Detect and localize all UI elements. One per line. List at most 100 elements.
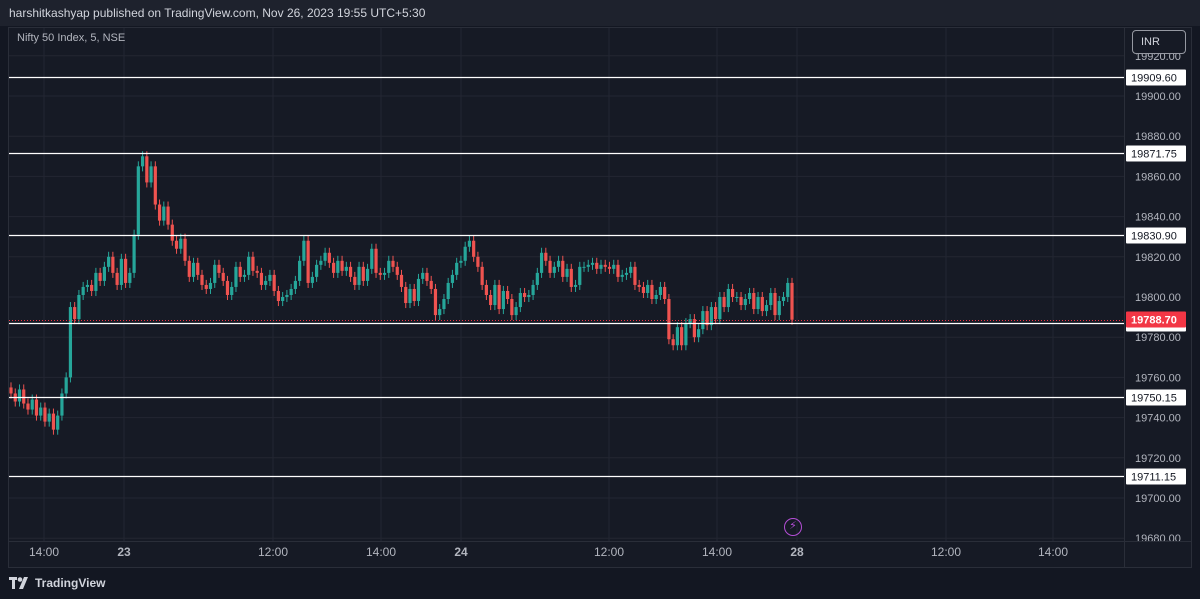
candle-body: [344, 266, 348, 271]
candle-body: [153, 166, 157, 205]
candle-body: [433, 288, 438, 316]
candle-body: [115, 272, 119, 285]
candle-body: [81, 286, 85, 295]
lightning-icon[interactable]: ⚡: [784, 518, 802, 536]
candle-body: [336, 260, 340, 273]
candle-body: [187, 260, 191, 277]
candle-body: [675, 327, 679, 346]
candle-body: [556, 260, 561, 267]
candle-body: [489, 294, 493, 306]
candle-body: [590, 262, 595, 265]
candle-body: [463, 246, 467, 261]
candle-body: [22, 389, 26, 404]
candle-body: [764, 305, 769, 312]
candle-body: [68, 307, 73, 378]
candle-body: [777, 301, 781, 316]
candle-body: [319, 260, 323, 265]
candle-body: [43, 407, 47, 422]
candle-body: [633, 266, 637, 285]
candle-body: [650, 284, 654, 300]
candle-body: [514, 307, 518, 316]
price-tag: [1126, 468, 1186, 485]
candle-body: [136, 166, 140, 235]
candle-body: [620, 274, 624, 277]
candle-body: [315, 264, 319, 277]
candle-body: [459, 260, 463, 263]
y-axis-tick-label: 19840.00: [1135, 212, 1181, 224]
candle-body: [773, 292, 777, 316]
candle-body: [752, 292, 756, 310]
candle-body: [667, 299, 671, 340]
candle-body: [378, 272, 382, 275]
candle-body: [697, 329, 701, 338]
candle-body: [688, 319, 692, 324]
brand-name: TradingView: [35, 576, 106, 590]
candle-body: [217, 264, 221, 273]
candle-body: [527, 294, 531, 297]
x-axis-tick-label: 14:00: [702, 545, 732, 559]
candle-body: [599, 264, 603, 269]
candle-body: [361, 266, 365, 281]
candle-body: [183, 238, 187, 261]
candle-body: [124, 258, 128, 283]
y-axis-tick-label: 19720.00: [1135, 453, 1181, 465]
candle-body: [438, 309, 442, 316]
price-tag-label: 19711.15: [1131, 472, 1176, 484]
candle-body: [713, 307, 718, 320]
publish-text: harshitkashyap published on TradingView.…: [9, 6, 426, 20]
price-chart[interactable]: 19920.0019900.0019880.0019860.0019840.00…: [0, 0, 1200, 568]
candle-body: [196, 262, 200, 275]
candle-body: [442, 299, 446, 310]
x-axis-tick-label: 23: [117, 545, 131, 559]
candle-body: [539, 252, 544, 273]
candle-body: [730, 288, 735, 297]
y-axis-tick-label: 19880.00: [1135, 131, 1181, 143]
candle-body: [739, 297, 743, 306]
candle-body: [616, 264, 620, 277]
candle-body: [480, 266, 484, 285]
candle-body: [238, 266, 242, 277]
candle-body: [259, 272, 264, 285]
candle-body: [340, 260, 344, 271]
candle-body: [446, 282, 450, 300]
candle-body: [641, 286, 646, 293]
y-axis-tick-label: 19680.00: [1135, 533, 1181, 545]
candle-body: [476, 256, 480, 267]
candle-body: [522, 292, 527, 297]
candle-body: [140, 156, 145, 167]
candle-body: [162, 206, 166, 221]
candle-body: [450, 274, 455, 283]
candle-body: [569, 268, 573, 287]
candle-body: [331, 262, 336, 273]
candle-body: [170, 224, 174, 241]
candle-body: [399, 274, 404, 287]
y-axis-tick-label: 19760.00: [1135, 372, 1181, 384]
candle-body: [548, 260, 552, 273]
candle-body: [119, 258, 123, 285]
candle-body: [132, 234, 136, 273]
candle-body: [281, 297, 285, 302]
candle-body: [518, 292, 522, 308]
candle-body: [268, 274, 272, 281]
candle-body: [174, 240, 179, 249]
candle-body: [276, 290, 281, 302]
candle-body: [680, 327, 684, 346]
y-axis-tick-label: 19860.00: [1135, 171, 1181, 183]
publish-header: harshitkashyap published on TradingView.…: [0, 0, 1200, 26]
tradingview-brand[interactable]: TradingView: [9, 575, 105, 591]
candle-body: [157, 204, 162, 221]
candle-body: [472, 240, 476, 257]
candle-body: [531, 284, 535, 295]
currency-button[interactable]: INR: [1132, 30, 1186, 54]
y-axis-tick-label: 19780.00: [1135, 332, 1181, 344]
candle-body: [705, 311, 709, 326]
candle-body: [743, 299, 747, 306]
symbol-legend[interactable]: Nifty 50 Index, 5, NSE: [17, 32, 126, 44]
candle-body: [654, 294, 658, 300]
candle-body: [416, 278, 421, 302]
candle-body: [582, 266, 586, 268]
candle-body: [166, 206, 170, 225]
candle-body: [629, 266, 633, 273]
candle-body: [225, 280, 230, 295]
candle-body: [467, 240, 472, 247]
